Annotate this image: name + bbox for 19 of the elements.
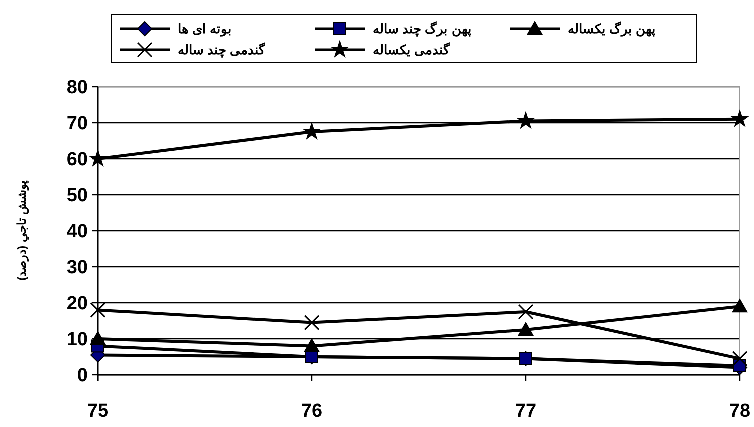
x-tick-label: 77 <box>515 401 537 422</box>
y-tick-label: 60 <box>66 150 88 171</box>
x-tick-label: 78 <box>729 401 751 422</box>
y-tick-label: 40 <box>66 222 88 243</box>
y-tick-label: 10 <box>66 330 88 351</box>
legend-label: پهن برگ یکساله <box>568 20 656 38</box>
legend-label: گندمی یکساله <box>373 42 451 58</box>
y-tick-label: 80 <box>66 78 88 99</box>
x-tick-label: 75 <box>87 401 109 422</box>
y-tick-label: 50 <box>66 186 88 207</box>
y-tick-label: 70 <box>66 114 88 135</box>
y-axis-title: پوشش تاجي (درصد) <box>15 180 30 281</box>
y-tick-label: 0 <box>77 366 88 387</box>
x-tick-label: 76 <box>301 401 323 422</box>
legend-label: بوته ای ها <box>178 22 232 38</box>
y-tick-label: 20 <box>66 294 88 315</box>
y-tick-label: 30 <box>66 258 88 279</box>
legend-label: پهن برگ چند ساله <box>373 20 472 38</box>
legend-label: گندمی چند ساله <box>178 42 266 58</box>
